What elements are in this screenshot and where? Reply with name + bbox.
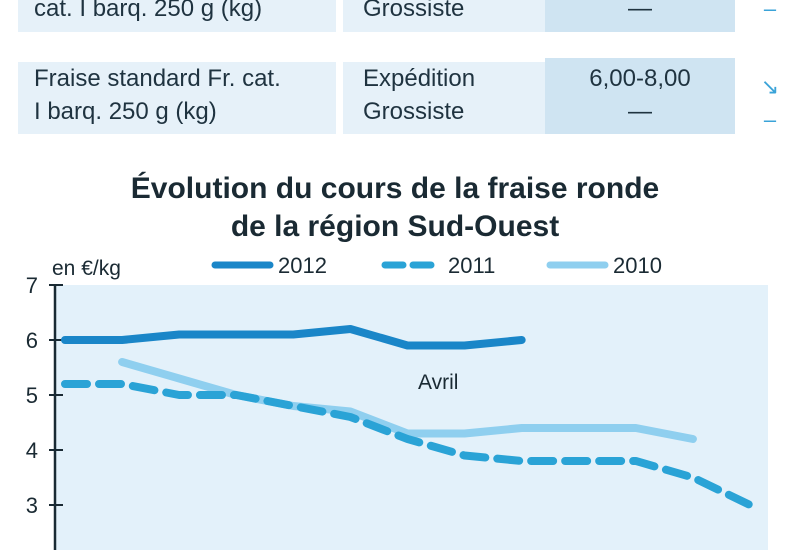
price-table: cat. I barq. 250 g (kg) Grossiste — – Fr… xyxy=(0,0,800,140)
chart-title-line: Évolution du cours de la fraise ronde xyxy=(130,172,660,205)
stage-cell: Expédition Grossiste xyxy=(343,62,548,134)
price-cell: 6,00-8,00 — xyxy=(545,58,735,134)
product-line: cat. I barq. 250 g (kg) xyxy=(34,0,263,22)
trend-arrow-icon: ↘ xyxy=(760,74,780,99)
price-cell: — xyxy=(545,0,735,32)
stage-line: Expédition xyxy=(363,65,476,92)
product-cell: Fraise standard Fr. cat. I barq. 250 g (… xyxy=(18,62,336,134)
annotation-label: Avril xyxy=(418,371,458,394)
y-tick-label: 7 xyxy=(26,273,38,298)
product-line: I barq. 250 g (kg) xyxy=(34,98,217,125)
y-tick-label: 2 xyxy=(26,548,38,550)
y-tick-label: 5 xyxy=(26,383,38,408)
plot-background xyxy=(55,285,768,550)
trend-cell: – xyxy=(740,0,800,32)
trend-cell: ↘ – xyxy=(740,70,800,134)
y-tick-label: 3 xyxy=(26,493,38,518)
trend-arrow-icon: – xyxy=(763,0,777,21)
stage-line: Grossiste xyxy=(363,0,465,22)
y-tick-label: 4 xyxy=(26,438,38,463)
legend-label: 2011 xyxy=(448,253,495,278)
price-line: — xyxy=(628,0,652,22)
stage-line: Grossiste xyxy=(363,98,465,125)
price-line: 6,00-8,00 xyxy=(589,65,691,92)
product-cell: cat. I barq. 250 g (kg) xyxy=(18,0,336,32)
y-tick-label: 6 xyxy=(26,328,38,353)
product-line: Fraise standard Fr. cat. xyxy=(34,65,281,92)
row-divider xyxy=(0,40,800,58)
chart-title-line: de la région Sud-Ouest xyxy=(230,210,560,243)
table-row: cat. I barq. 250 g (kg) Grossiste — – xyxy=(18,0,800,40)
table-row: Fraise standard Fr. cat. I barq. 250 g (… xyxy=(18,58,800,134)
y-axis-label: en €/kg xyxy=(52,257,121,280)
chart-title: Évolution du cours de la fraise ronde de… xyxy=(0,170,790,246)
trend-dash-icon: – xyxy=(763,107,777,132)
stage-cell: Grossiste xyxy=(343,0,548,32)
legend-label: 2012 xyxy=(278,253,327,278)
price-line: — xyxy=(628,98,652,125)
legend-label: 2010 xyxy=(613,253,662,278)
